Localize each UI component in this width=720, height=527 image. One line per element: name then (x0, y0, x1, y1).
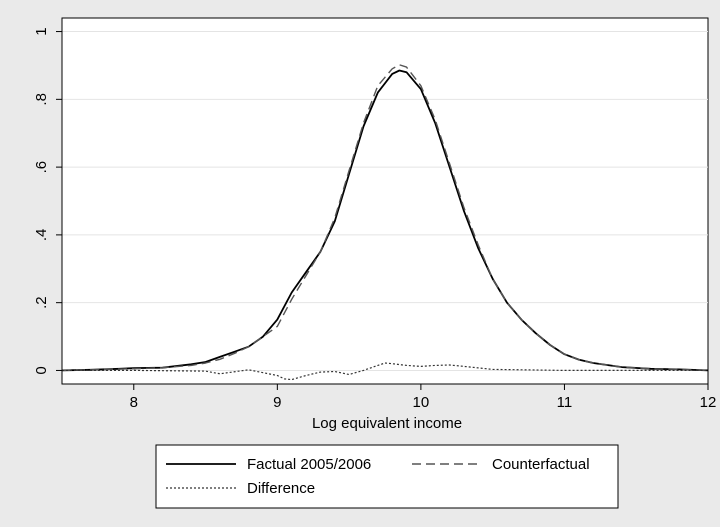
counterfactual-line (61, 64, 709, 372)
x-tick-label-0: 8 (130, 394, 138, 411)
plot-area (61, 17, 709, 385)
y-tick-label-1: .2 (33, 296, 50, 309)
legend: Factual 2005/2006 Counterfactual Differe… (155, 444, 619, 509)
y-tick-label-3: .6 (33, 161, 50, 174)
legend-box (155, 444, 619, 509)
y-tick-label-5: 1 (33, 27, 50, 35)
axes (61, 18, 708, 385)
series-lines (61, 64, 709, 381)
difference-line (62, 362, 708, 381)
x-tick-label-4: 12 (700, 394, 717, 411)
y-tick-label-4: .8 (33, 93, 50, 106)
gridlines (62, 31, 708, 371)
x-axis-title: Log equivalent income (312, 415, 462, 432)
x-tick-label-3: 11 (557, 394, 573, 411)
x-tick-label-1: 9 (273, 394, 281, 411)
legend-label-factual: Factual 2005/2006 (247, 456, 371, 473)
tick-marks: 0 .2 .4 .6 .8 1 8 9 10 11 12 (33, 27, 716, 411)
legend-label-difference: Difference (247, 480, 315, 497)
y-tick-label-0: 0 (33, 366, 50, 374)
x-tick-label-2: 10 (413, 394, 430, 411)
y-tick-label-2: .4 (33, 229, 50, 242)
legend-label-counterfactual: Counterfactual (492, 456, 590, 473)
